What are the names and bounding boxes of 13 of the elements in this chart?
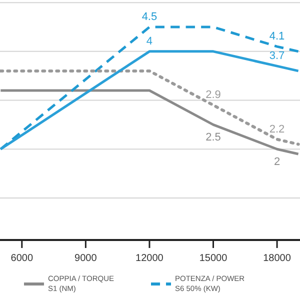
x-tick-label: 6000 [10,253,34,264]
x-tick-label: 15000 [199,253,228,264]
data-label: 2 [274,156,280,168]
data-label: 4.1 [269,30,285,43]
x-tick-label: 12000 [136,253,164,264]
data-label: 4 [146,35,153,48]
data-label: 2.9 [206,89,221,102]
x-tick-label: 18000 [263,253,292,264]
data-label: 4.5 [142,11,158,23]
data-label: 3.7 [269,50,285,62]
data-label: 2.2 [269,123,285,136]
data-label: 2.5 [206,132,221,144]
x-tick-label: 9000 [74,253,98,264]
